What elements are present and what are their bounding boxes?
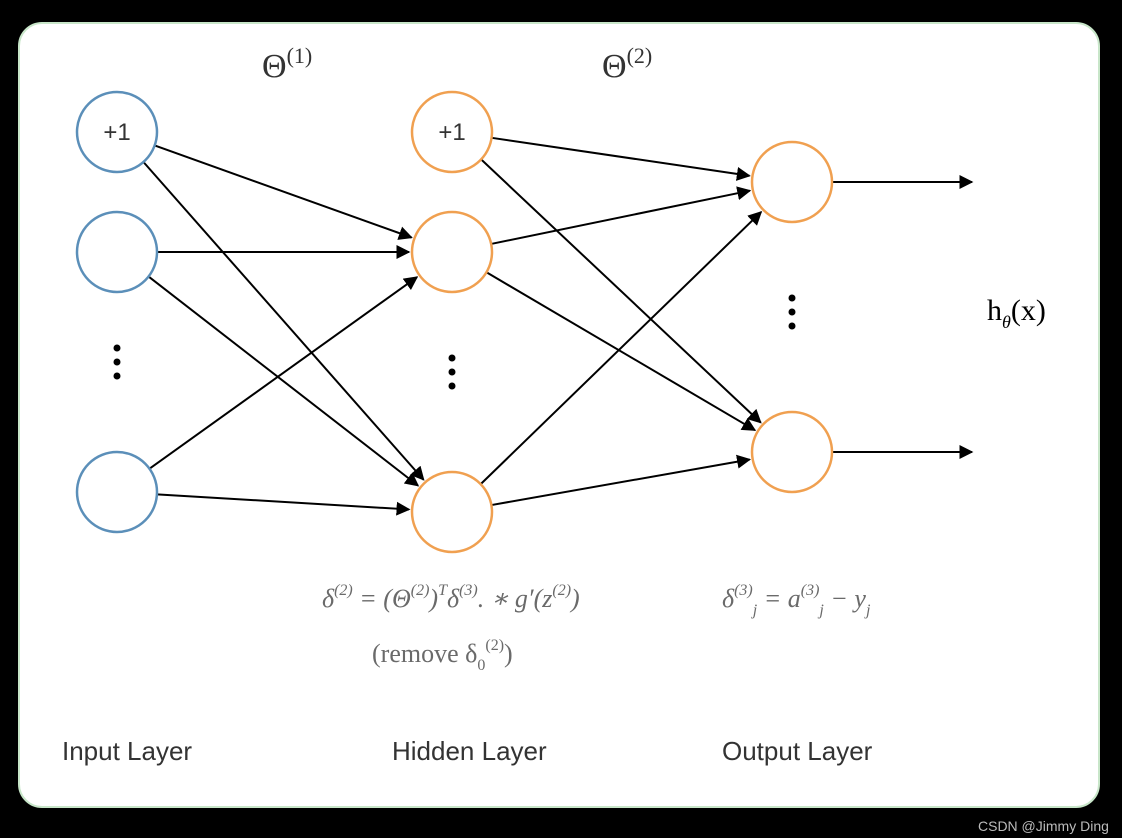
svg-text:+1: +1 (103, 119, 130, 146)
labels-group: Θ(1) Θ(2) Input Layer Hidden Layer Output La… (62, 43, 1046, 766)
hidden-node (412, 472, 492, 552)
svg-text:δ(2) = (Θ(2))Tδ(3). ∗ g′(z(2)): δ(2) = (Θ(2))Tδ(3). ∗ g′(z(2)) (322, 582, 580, 613)
svg-text:hθ(x): hθ(x) (987, 294, 1046, 332)
input-node (77, 212, 157, 292)
diagram-card: +1 +1 Θ(1) Θ(2) Input Layer Hidden Layer Outp… (18, 22, 1100, 808)
svg-text:(remove δ0(2)): (remove δ0(2)) (372, 637, 513, 674)
watermark: CSDN @Jimmy Ding (978, 818, 1109, 834)
svg-text:Θ(2): Θ(2) (602, 43, 652, 85)
hidden-node (412, 212, 492, 292)
edges-group (143, 138, 972, 510)
output-node (752, 142, 832, 222)
svg-text:Θ(1): Θ(1) (262, 43, 312, 85)
input-layer-label: Input Layer (62, 736, 192, 766)
nodes-group: +1 +1 (77, 92, 832, 552)
output-node (752, 412, 832, 492)
output-layer-label: Output Layer (722, 736, 873, 766)
svg-text:δ(3)j = a(3)j − yj: δ(3)j = a(3)j − yj (722, 582, 871, 619)
input-node (77, 452, 157, 532)
hidden-layer-label: Hidden Layer (392, 736, 547, 766)
svg-text:+1: +1 (438, 119, 465, 146)
nn-svg: +1 +1 Θ(1) Θ(2) Input Layer Hidden Layer Outp… (20, 24, 1102, 810)
